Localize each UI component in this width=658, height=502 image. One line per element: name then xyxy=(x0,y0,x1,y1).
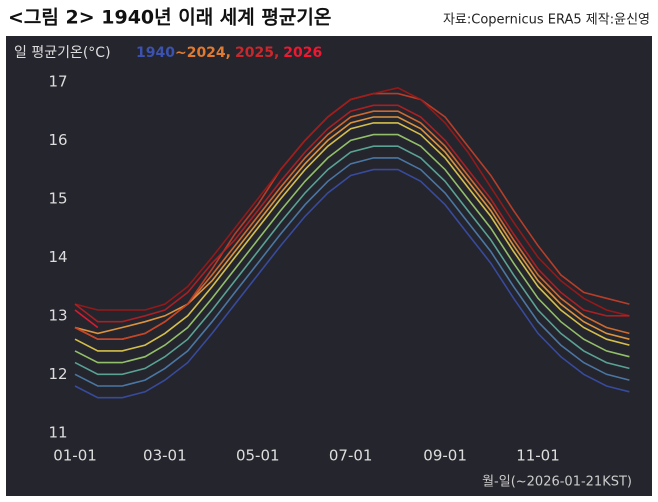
y-tick-label: 16 xyxy=(48,131,67,149)
x-tick-label: 11-01 xyxy=(516,447,560,465)
legend-item: 2025, xyxy=(235,45,279,61)
y-tick-label: 17 xyxy=(48,72,67,90)
x-tick-label: 03-01 xyxy=(143,447,187,465)
series-line xyxy=(74,116,630,340)
series-line xyxy=(74,122,630,352)
y-tick-label: 15 xyxy=(48,189,67,207)
legend-item: 1940 xyxy=(136,45,175,61)
source: 자료:Copernicus ERA5 제작:윤신영 xyxy=(443,13,650,28)
y-tick-label: 14 xyxy=(48,248,67,266)
x-tick-label: 09-01 xyxy=(423,447,467,465)
series-line xyxy=(74,157,630,387)
legend: 1940~2024, 2025, 2026 xyxy=(136,45,322,61)
y-tick-label: 13 xyxy=(48,306,67,324)
series-line xyxy=(74,309,99,329)
x-tick-label: 05-01 xyxy=(236,447,280,465)
x-axis-label: 월-일(~2026-01-21KST) xyxy=(482,475,632,490)
y-tick-label: 11 xyxy=(48,423,67,441)
series-line xyxy=(74,145,630,376)
series-line xyxy=(74,86,630,317)
x-tick-label: 07-01 xyxy=(329,447,373,465)
legend-item: 2026 xyxy=(283,45,322,61)
legend-item: ~2024, xyxy=(175,45,231,61)
y-tick-label: 12 xyxy=(48,365,67,383)
chart-title: <그림 2> 1940년 이래 세계 평균기온 xyxy=(8,7,331,29)
plot-background xyxy=(6,36,652,496)
series-line xyxy=(74,133,630,364)
series-line xyxy=(74,168,630,399)
x-tick-label: 01-01 xyxy=(53,447,97,465)
series-line xyxy=(74,104,630,323)
y-axis-label: 일 평균기온(°C) xyxy=(14,45,111,61)
